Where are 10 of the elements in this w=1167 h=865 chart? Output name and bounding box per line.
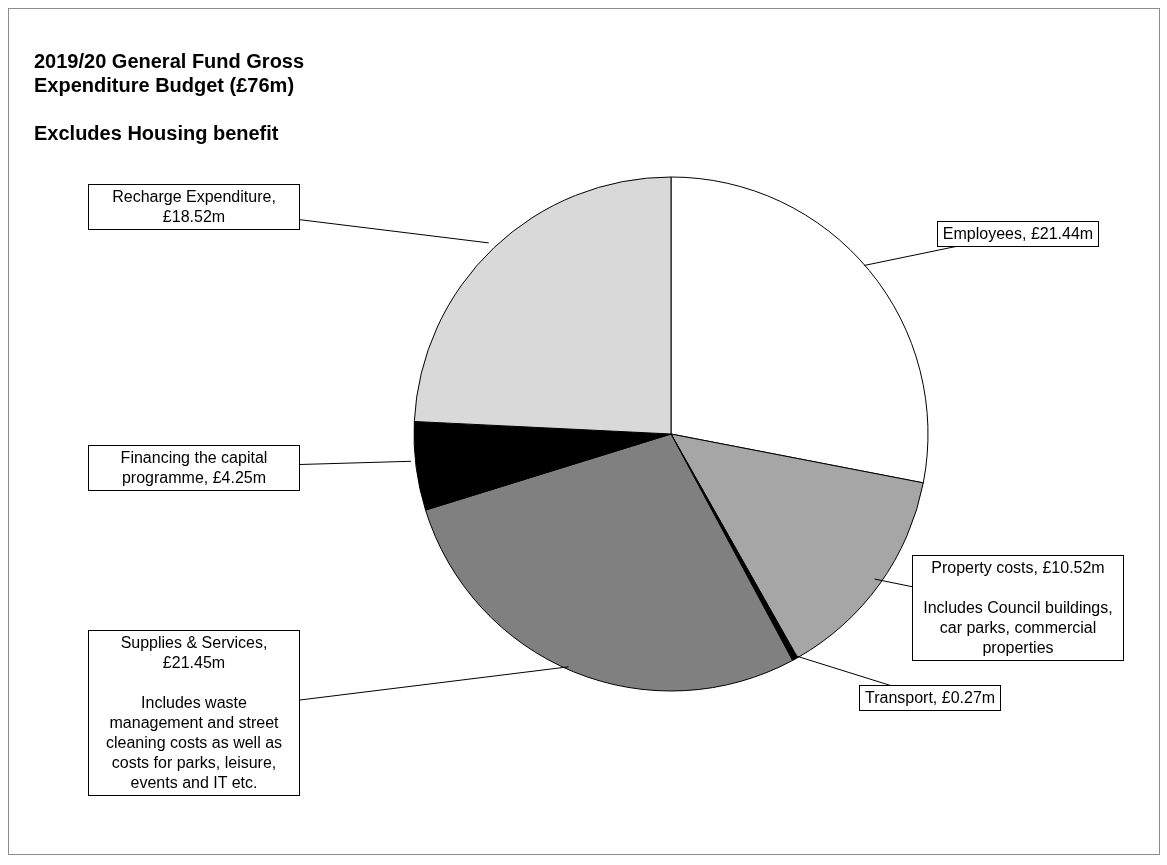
- slice-label: Employees, £21.44m: [942, 223, 1094, 244]
- chart-subtitle: Excludes Housing benefit: [34, 121, 280, 145]
- text: Includes Council buildings, car parks, commercial properties: [923, 599, 1113, 657]
- slice-label: Transport, £0.27m: [864, 687, 996, 708]
- slice-label: Property costs, £10.52m: [930, 558, 1106, 579]
- slice-label: Recharge Expenditure, £18.52m: [111, 186, 277, 227]
- slice-label: Supplies & Services, £21.45m: [119, 633, 269, 674]
- chart-title: 2019/20 General Fund Gross Expenditure Budget (£76m): [34, 49, 306, 97]
- text: Includes waste management and street cleaning costs as well as costs for parks, leisure, events and IT etc.: [105, 694, 283, 792]
- slice-label: Financing the capital programme, £4.25m: [119, 447, 269, 488]
